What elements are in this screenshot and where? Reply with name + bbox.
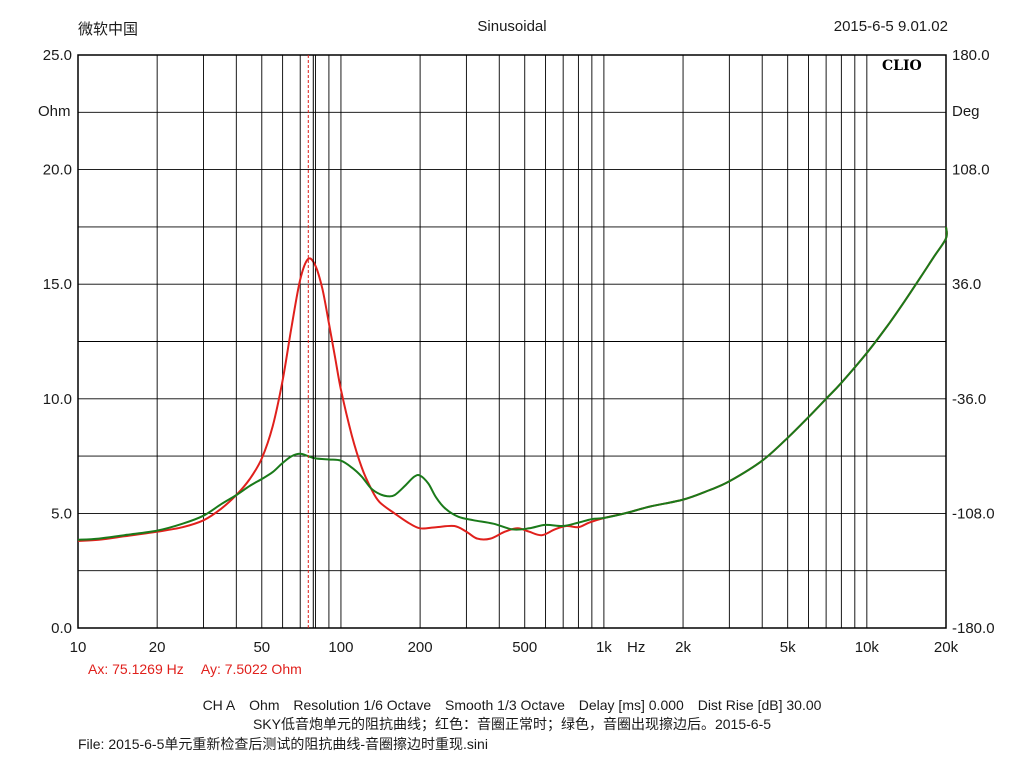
resolution-label: Resolution 1/6 Octave [293,697,432,713]
y2-tick-label: 108.0 [952,162,990,179]
x-tick-label: 20k [934,639,959,656]
y2-tick-label: -108.0 [952,505,995,522]
x-tick-label: 10 [70,639,87,656]
series-line-green [77,226,948,541]
x-tick-label: 200 [408,639,433,656]
y2-axis-unit-label: Deg [952,103,980,120]
header-left-label: 微软中国 [78,21,139,38]
x-tick-label: 10k [855,639,880,656]
x-tick-label: 20 [149,639,166,656]
channel-label: CH A [202,697,236,713]
x-axis-unit-label: Hz [627,639,645,656]
y2-tick-label: 180.0 [952,47,990,64]
dist-rise-label: Dist Rise [dB] 30.00 [697,697,822,713]
y-tick-label: 5.0 [51,505,72,522]
unit-label: Ohm [249,697,280,713]
measurement-description: SKY低音炮单元的阻抗曲线；红色：音圈正常时；绿色，音圈出现擦边后。2015-6… [252,716,772,732]
x-tick-label: 500 [512,639,537,656]
x-tick-label: 50 [253,639,270,656]
data-series [77,226,948,542]
y-axis-unit-label: Ohm [38,103,71,120]
measurement-settings: CH A Ohm Resolution 1/6 Octave Smooth 1/… [0,697,1024,713]
cursor-ay-value: Ay: 7.5022 Ohm [200,661,302,677]
y-tick-label: 10.0 [43,391,72,408]
file-name: File: 2015-6-5单元重新检查后测试的阻抗曲线-音圈擦边时重现.sin… [78,736,488,752]
y-tick-label: 0.0 [51,620,72,637]
smooth-label: Smooth 1/3 Octave [445,697,565,713]
x-tick-label: 2k [675,639,691,656]
x-tick-label: 100 [328,639,353,656]
tick-labels: 10 20 50 100 200 500 1k 2k 5k 10k 20k 0.0 5.0 10.0 15.… [43,47,995,656]
x-tick-label: 1k [596,639,612,656]
y2-tick-label: -36.0 [952,391,986,408]
cursor-ax-value: Ax: 75.1269 Hz [88,661,184,677]
delay-label: Delay [ms] 0.000 [578,697,684,713]
y2-tick-label: 36.0 [952,276,981,293]
y-tick-label: 20.0 [43,162,72,179]
y2-tick-label: -180.0 [952,620,995,637]
y-tick-label: 15.0 [43,276,72,293]
grid [78,55,946,628]
y-tick-label: 25.0 [43,47,72,64]
timestamp: 2015-6-5 9.01.02 [833,18,948,35]
cursor-readout: Ax: 75.1269 Hz Ay: 7.5022 Ohm [88,661,316,677]
measurement-type-title: Sinusoidal [477,18,547,35]
clio-brand-logo: CLIO [882,58,922,74]
x-tick-label: 5k [780,639,796,656]
